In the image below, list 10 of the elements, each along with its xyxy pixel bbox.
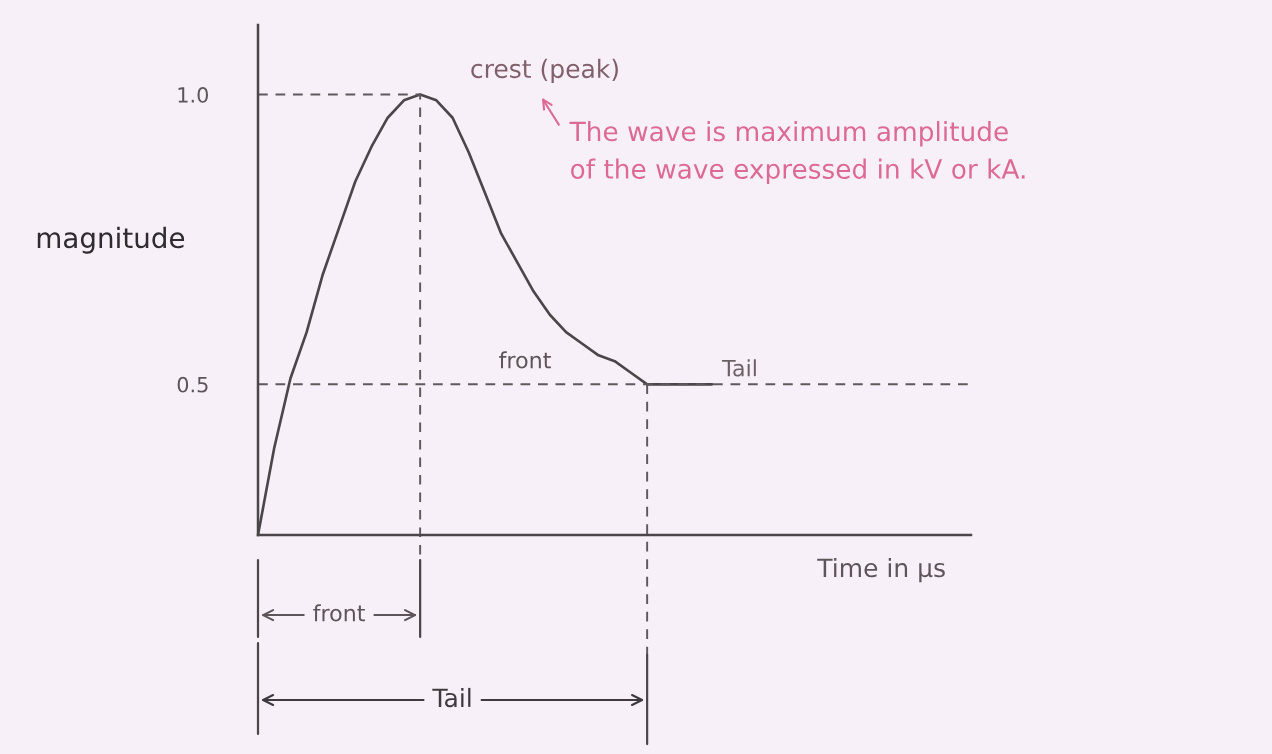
annotation: front [499, 351, 551, 369]
text: Tail [432, 687, 471, 708]
annotation: crest (peak) [471, 58, 618, 83]
text: front [313, 604, 365, 622]
y-tick-label: 0.5 [177, 376, 208, 393]
y-axis-title: magnitude [37, 226, 185, 254]
y-tick-label: 1.0 [178, 87, 209, 103]
annotation: The wave is maximum amplitude of the wave expressed in kV or kA. [569, 120, 1025, 185]
text: Tail [721, 359, 756, 377]
x-axis-title: Time in μs [817, 557, 945, 583]
